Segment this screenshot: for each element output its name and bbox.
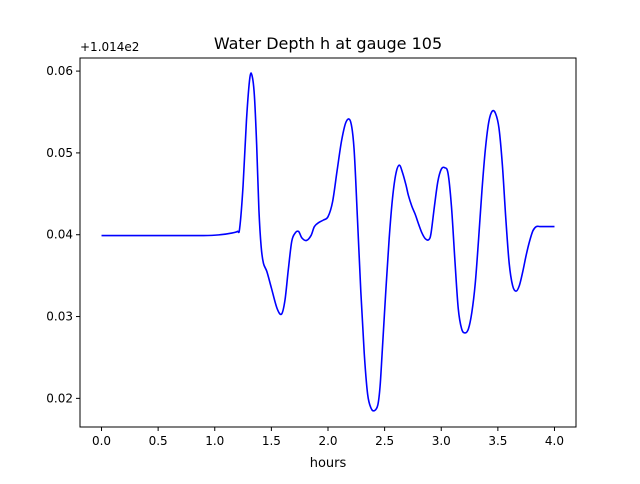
x-tick-label: 3.5 — [488, 434, 507, 448]
y-tick-label: 0.04 — [46, 228, 73, 242]
x-tick-label: 2.5 — [375, 434, 394, 448]
x-tick-label: 1.5 — [262, 434, 281, 448]
plot-frame — [79, 57, 577, 428]
x-tick-label: 2.0 — [318, 434, 337, 448]
x-tick-label: 4.0 — [545, 434, 564, 448]
y-tick-label: 0.05 — [46, 146, 73, 160]
x-axis-label: hours — [310, 456, 347, 471]
series-line — [101, 72, 555, 412]
chart-title: Water Depth h at gauge 105 — [214, 34, 442, 53]
x-tick-label: 1.0 — [205, 434, 224, 448]
axis-ticks: 0.0 0.5 1.0 1.5 2.0 2.5 3.0 3.5 4.0 0.02 0.03 0.04 0… — [46, 64, 564, 448]
x-tick-label: 3.0 — [432, 434, 451, 448]
x-tick-label: 0.0 — [92, 434, 111, 448]
y-axis-offset-label: +1.014e2 — [80, 40, 139, 54]
y-tick-label: 0.03 — [46, 310, 73, 324]
y-tick-label: 0.02 — [46, 391, 73, 405]
x-tick-label: 0.5 — [149, 434, 168, 448]
series-layer — [101, 72, 555, 412]
y-tick-label: 0.06 — [46, 64, 73, 78]
